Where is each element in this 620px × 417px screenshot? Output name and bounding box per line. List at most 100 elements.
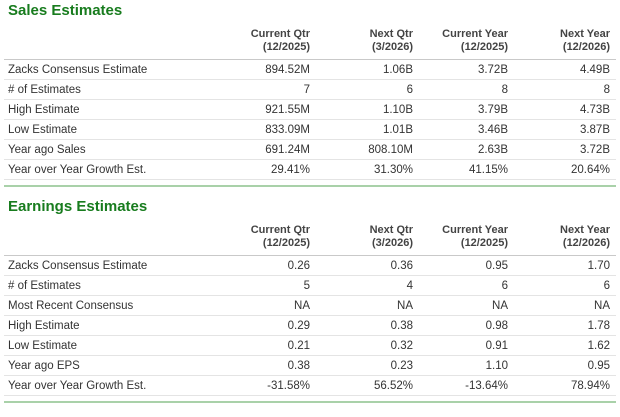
column-label: Current Year [442, 28, 508, 40]
cell-current-qtr: 0.38 [210, 355, 316, 376]
cell-next-year: 1.70 [514, 255, 616, 276]
column-period: (12/2025) [460, 237, 508, 249]
bottom-divider [4, 401, 616, 403]
cell-current-qtr: 0.26 [210, 255, 316, 276]
table-row: Zacks Consensus Estimate 0.26 0.36 0.95 … [4, 255, 616, 276]
column-period: (3/2026) [372, 41, 413, 53]
column-header-blank [4, 224, 210, 256]
cell-current-qtr: -31.58% [210, 375, 316, 396]
cell-next-year: 20.64% [514, 159, 616, 180]
row-label: Year over Year Growth Est. [4, 159, 210, 180]
cell-next-qtr: 6 [316, 79, 419, 100]
row-label: Year over Year Growth Est. [4, 375, 210, 396]
cell-next-year: 3.72B [514, 139, 616, 160]
cell-next-qtr: 4 [316, 275, 419, 296]
column-header-current-qtr: Current Qtr (12/2025) [210, 224, 316, 256]
cell-next-year: 4.49B [514, 59, 616, 80]
cell-current-year: 1.10 [419, 355, 514, 376]
table-row: High Estimate 0.29 0.38 0.98 1.78 [4, 315, 616, 336]
earnings-estimates-table: Current Qtr (12/2025) Next Qtr (3/2026) … [4, 224, 616, 396]
column-header-next-qtr: Next Qtr (3/2026) [316, 28, 419, 60]
cell-next-year: NA [514, 295, 616, 316]
row-label: # of Estimates [4, 275, 210, 296]
cell-current-year: 0.91 [419, 335, 514, 356]
table-row: Year over Year Growth Est. -31.58% 56.52… [4, 375, 616, 396]
column-label: Current Qtr [250, 224, 310, 236]
column-period: (12/2025) [262, 237, 310, 249]
cell-current-year: 2.63B [419, 139, 514, 160]
column-header-current-year: Current Year (12/2025) [419, 28, 514, 60]
cell-current-year: 3.72B [419, 59, 514, 80]
row-label: High Estimate [4, 99, 210, 120]
cell-next-qtr: 1.10B [316, 99, 419, 120]
cell-next-year: 1.78 [514, 315, 616, 336]
estimates-page: Sales Estimates Current Qtr (12/2025) Ne… [4, 2, 616, 403]
cell-current-year: 8 [419, 79, 514, 100]
table-row: Low Estimate 833.09M 1.01B 3.46B 3.87B [4, 119, 616, 140]
earnings-estimates-title: Earnings Estimates [8, 198, 148, 215]
cell-current-qtr: 5 [210, 275, 316, 296]
column-label: Current Qtr [250, 28, 310, 40]
cell-current-qtr: 921.55M [210, 99, 316, 120]
column-period: (12/2025) [262, 41, 310, 53]
cell-next-year: 0.95 [514, 355, 616, 376]
cell-next-qtr: 1.01B [316, 119, 419, 140]
cell-next-qtr: 0.38 [316, 315, 419, 336]
column-header-blank [4, 28, 210, 60]
column-header-next-year: Next Year (12/2026) [514, 224, 616, 256]
column-label: Next Qtr [369, 28, 413, 40]
table-header-row: Current Qtr (12/2025) Next Qtr (3/2026) … [4, 224, 616, 256]
row-label: # of Estimates [4, 79, 210, 100]
table-row: High Estimate 921.55M 1.10B 3.79B 4.73B [4, 99, 616, 120]
cell-next-year: 78.94% [514, 375, 616, 396]
cell-current-year: 41.15% [419, 159, 514, 180]
column-label: Next Qtr [369, 224, 413, 236]
column-header-current-year: Current Year (12/2025) [419, 224, 514, 256]
row-label: Most Recent Consensus [4, 295, 210, 316]
cell-next-qtr: 31.30% [316, 159, 419, 180]
cell-next-year: 4.73B [514, 99, 616, 120]
row-label: High Estimate [4, 315, 210, 336]
table-row: Year ago Sales 691.24M 808.10M 2.63B 3.7… [4, 139, 616, 160]
column-period: (12/2026) [562, 41, 610, 53]
cell-current-year: 3.46B [419, 119, 514, 140]
cell-current-year: 0.95 [419, 255, 514, 276]
table-row: # of Estimates 7 6 8 8 [4, 79, 616, 100]
row-label: Zacks Consensus Estimate [4, 59, 210, 80]
cell-current-year: 6 [419, 275, 514, 296]
cell-next-qtr: 0.32 [316, 335, 419, 356]
cell-next-year: 1.62 [514, 335, 616, 356]
cell-next-qtr: 808.10M [316, 139, 419, 160]
cell-current-year: NA [419, 295, 514, 316]
cell-current-qtr: 0.29 [210, 315, 316, 336]
column-header-next-qtr: Next Qtr (3/2026) [316, 224, 419, 256]
column-header-current-qtr: Current Qtr (12/2025) [210, 28, 316, 60]
cell-current-qtr: 29.41% [210, 159, 316, 180]
cell-next-qtr: 0.23 [316, 355, 419, 376]
cell-next-year: 6 [514, 275, 616, 296]
column-period: (3/2026) [372, 237, 413, 249]
column-label: Next Year [560, 28, 610, 40]
cell-current-qtr: 0.21 [210, 335, 316, 356]
row-label: Zacks Consensus Estimate [4, 255, 210, 276]
table-row: Year over Year Growth Est. 29.41% 31.30%… [4, 159, 616, 180]
row-label: Low Estimate [4, 119, 210, 140]
column-label: Current Year [442, 224, 508, 236]
column-header-next-year: Next Year (12/2026) [514, 28, 616, 60]
table-row: Low Estimate 0.21 0.32 0.91 1.62 [4, 335, 616, 356]
cell-current-year: 0.98 [419, 315, 514, 336]
cell-next-qtr: NA [316, 295, 419, 316]
row-label: Year ago EPS [4, 355, 210, 376]
cell-current-qtr: NA [210, 295, 316, 316]
section-divider [4, 185, 616, 187]
cell-current-qtr: 691.24M [210, 139, 316, 160]
column-period: (12/2025) [460, 41, 508, 53]
cell-current-qtr: 833.09M [210, 119, 316, 140]
table-row: Most Recent Consensus NA NA NA NA [4, 295, 616, 316]
table-header-row: Current Qtr (12/2025) Next Qtr (3/2026) … [4, 28, 616, 60]
column-label: Next Year [560, 224, 610, 236]
cell-next-qtr: 0.36 [316, 255, 419, 276]
sales-estimates-title: Sales Estimates [8, 2, 123, 19]
cell-current-qtr: 7 [210, 79, 316, 100]
table-row: Year ago EPS 0.38 0.23 1.10 0.95 [4, 355, 616, 376]
